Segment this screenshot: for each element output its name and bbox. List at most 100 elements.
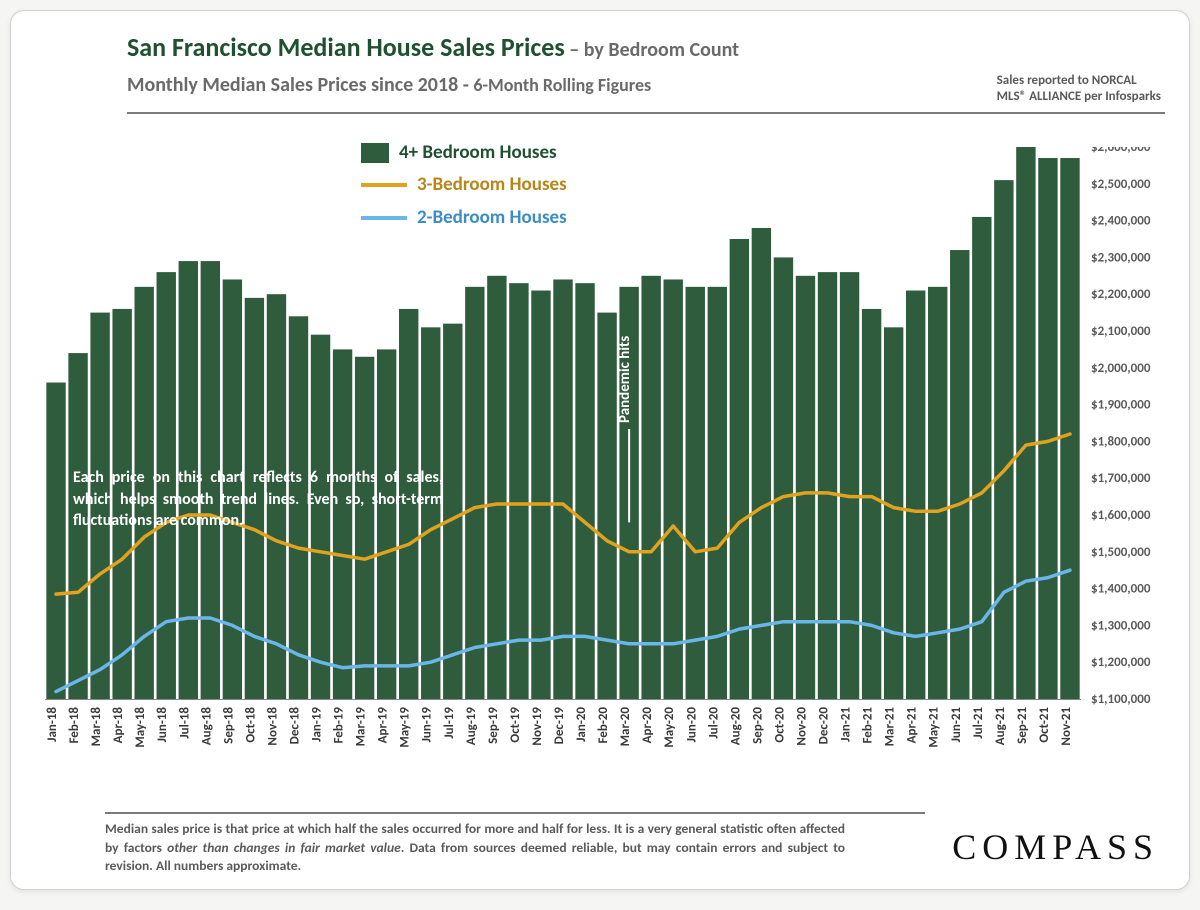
data-source-note: Sales reported to NORCAL MLS® ALLIANCE p… <box>997 73 1165 106</box>
svg-text:$1,900,000: $1,900,000 <box>1091 398 1151 413</box>
x-label: May-19 <box>398 707 413 748</box>
bar <box>840 272 859 699</box>
chart-plot-area: $1,100,000 $1,200,000 $1,300,000 $1,400,000… <box>35 147 1167 791</box>
divider-bottom <box>105 812 925 814</box>
bar <box>928 287 947 699</box>
svg-text:$2,400,000: $2,400,000 <box>1091 214 1151 229</box>
bar <box>796 276 815 699</box>
x-label: Jan-18 <box>45 707 60 742</box>
x-label: Apr-19 <box>376 707 391 744</box>
source-line2: MLS® ALLIANCE per Infosparks <box>997 89 1161 105</box>
svg-text:$2,600,000: $2,600,000 <box>1091 147 1151 155</box>
svg-text:$1,700,000: $1,700,000 <box>1091 471 1151 486</box>
x-label: Feb-19 <box>332 707 347 744</box>
bar <box>487 276 506 699</box>
x-label: Nov-18 <box>265 707 280 746</box>
subtitle-row: Monthly Median Sales Prices since 2018 -… <box>35 73 1165 106</box>
x-label: Jun-21 <box>949 707 964 743</box>
svg-text:$2,300,000: $2,300,000 <box>1091 250 1151 265</box>
x-label: Dec-19 <box>552 707 567 745</box>
x-label: Jun-20 <box>684 707 699 743</box>
bar <box>443 324 462 699</box>
bar <box>465 287 484 699</box>
bar <box>641 276 660 699</box>
x-label: Dec-18 <box>287 707 302 745</box>
x-label: Oct-18 <box>243 707 258 743</box>
x-label: Jul-19 <box>442 707 457 739</box>
x-label: Jan-20 <box>574 707 589 742</box>
svg-text:$2,000,000: $2,000,000 <box>1091 361 1151 376</box>
bar <box>972 217 991 699</box>
chart-title: San Francisco Median House Sales Prices … <box>35 31 1165 63</box>
x-label: Jan-21 <box>839 707 854 742</box>
x-label: Apr-21 <box>905 707 920 744</box>
x-label: Aug-20 <box>728 707 743 746</box>
svg-text:$2,200,000: $2,200,000 <box>1091 287 1151 302</box>
chart-subtitle: Monthly Median Sales Prices since 2018 -… <box>127 73 651 97</box>
disclaimer-ital: other than changes in fair market value <box>167 839 401 856</box>
x-label: May-18 <box>133 707 148 748</box>
svg-text:$1,400,000: $1,400,000 <box>1091 582 1151 597</box>
chart-card: San Francisco Median House Sales Prices … <box>10 10 1190 890</box>
svg-text:$1,200,000: $1,200,000 <box>1091 655 1151 670</box>
x-label: Aug-21 <box>993 707 1008 746</box>
bar <box>664 279 683 699</box>
disclaimer-text: Median sales price is that price at whic… <box>105 820 845 875</box>
title-main: San Francisco Median House Sales Prices <box>127 31 565 63</box>
x-label: Sep-19 <box>486 707 501 744</box>
title-suffix: – by Bedroom Count <box>565 38 739 62</box>
svg-text:$1,300,000: $1,300,000 <box>1091 618 1151 633</box>
bar <box>1038 158 1057 699</box>
chart-footer: Median sales price is that price at whic… <box>35 812 1165 875</box>
bar <box>774 257 793 699</box>
x-label: Feb-18 <box>67 707 82 744</box>
bar <box>46 383 65 699</box>
x-label: Jul-18 <box>177 707 192 739</box>
svg-text:$1,500,000: $1,500,000 <box>1091 545 1151 560</box>
bar <box>884 327 903 699</box>
bar <box>752 228 771 699</box>
x-label: Apr-18 <box>111 707 126 744</box>
x-label: May-21 <box>927 707 942 748</box>
bar <box>994 180 1013 699</box>
bar <box>818 272 837 699</box>
x-label: Mar-18 <box>89 707 104 747</box>
bar <box>686 287 705 699</box>
x-label: Sep-18 <box>221 707 236 744</box>
x-label: Apr-20 <box>640 707 655 744</box>
brand-logo: COMPASS <box>952 820 1165 868</box>
svg-text:$2,100,000: $2,100,000 <box>1091 324 1151 339</box>
chart-note: Each price on this chart reflects 6 mont… <box>73 467 443 532</box>
divider-top <box>127 112 1165 114</box>
x-label: Jul-21 <box>971 707 986 739</box>
subtitle-thin: 6-Month Rolling Figures <box>473 74 651 96</box>
x-label: Mar-21 <box>883 707 898 747</box>
x-label: Feb-20 <box>596 707 611 744</box>
bar <box>862 309 881 699</box>
pandemic-label: Pandemic hits <box>616 336 634 423</box>
svg-text:$2,500,000: $2,500,000 <box>1091 177 1151 192</box>
x-label: Nov-19 <box>530 707 545 746</box>
x-label: Oct-19 <box>508 707 523 743</box>
x-label: Jul-20 <box>706 707 721 739</box>
x-label: Feb-21 <box>861 707 876 744</box>
bar <box>1016 147 1035 699</box>
x-label: Aug-19 <box>464 707 479 746</box>
x-label: Oct-20 <box>772 707 787 743</box>
subtitle-main: Monthly Median Sales Prices since 2018 - <box>127 73 473 97</box>
x-label: Jun-19 <box>420 707 435 743</box>
svg-text:$1,600,000: $1,600,000 <box>1091 508 1151 523</box>
x-label: Dec-20 <box>817 707 832 745</box>
svg-text:$1,100,000: $1,100,000 <box>1091 692 1151 707</box>
bar <box>1060 158 1079 699</box>
svg-text:$1,800,000: $1,800,000 <box>1091 434 1151 449</box>
x-label: Aug-18 <box>199 707 214 746</box>
x-label: Sep-21 <box>1015 707 1030 744</box>
bar <box>509 283 528 699</box>
x-label: Mar-19 <box>354 707 369 747</box>
x-label: Oct-21 <box>1037 707 1052 743</box>
x-label: May-20 <box>662 707 677 748</box>
x-label: Sep-20 <box>750 707 765 744</box>
x-label: Nov-21 <box>1059 707 1074 746</box>
x-label: Jan-19 <box>310 707 325 742</box>
